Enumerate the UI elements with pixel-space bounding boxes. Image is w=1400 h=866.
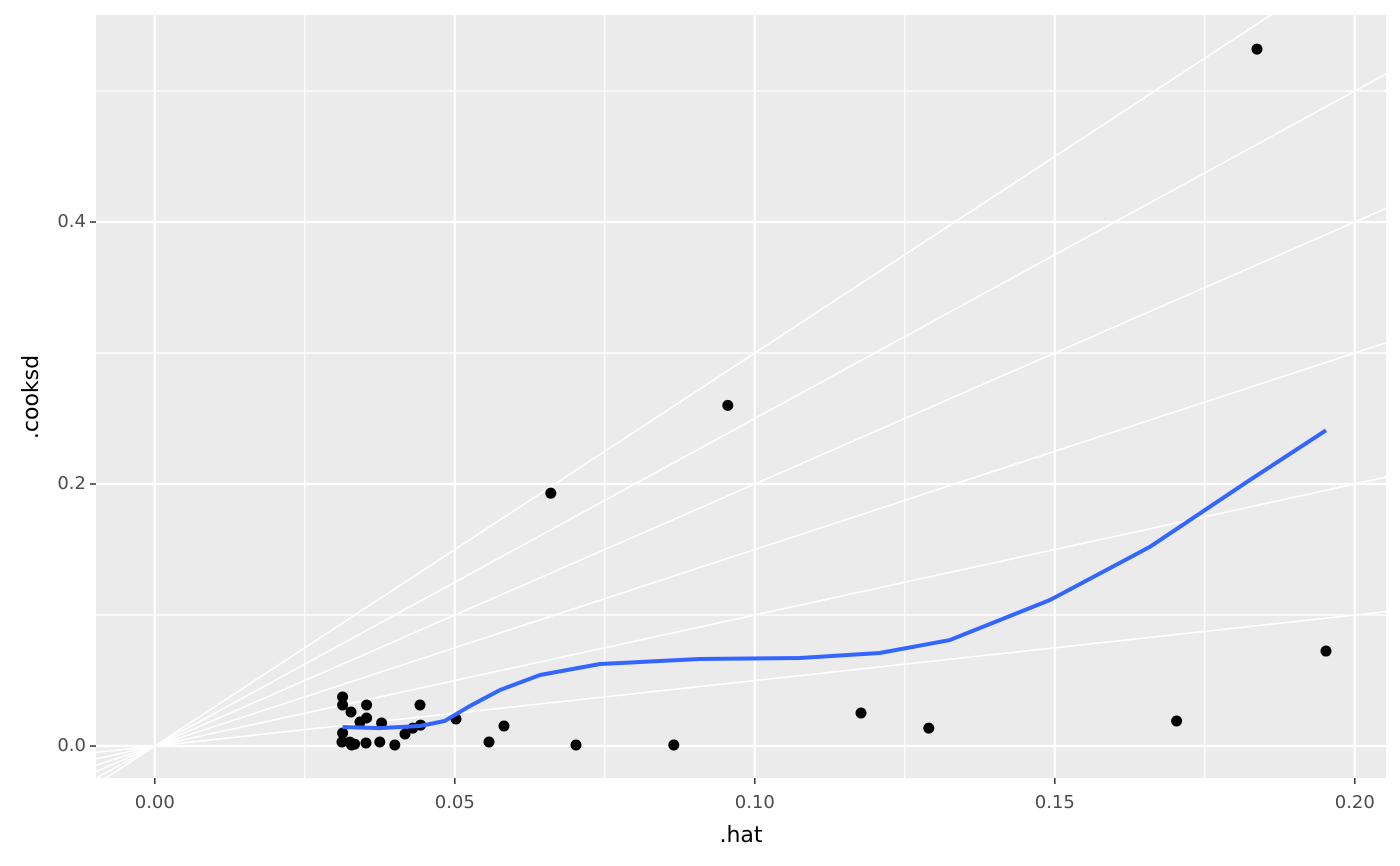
point <box>1251 43 1263 55</box>
point <box>1171 715 1183 727</box>
point <box>337 727 349 739</box>
point <box>374 736 386 748</box>
point <box>389 739 401 751</box>
point <box>337 699 349 711</box>
smooth-line <box>342 428 1328 731</box>
y-tick-label: 0.2 <box>57 473 86 494</box>
point <box>855 707 867 719</box>
y-axis-title: .cooksd <box>19 355 44 439</box>
point <box>570 739 582 751</box>
plot-panel <box>96 15 1386 778</box>
reference-line <box>96 207 1386 773</box>
reference-line <box>104 15 1273 778</box>
point <box>1320 645 1332 657</box>
point <box>337 691 349 703</box>
point <box>414 699 426 711</box>
point <box>399 728 411 740</box>
point <box>545 487 557 499</box>
x-tick-label: 0.00 <box>135 792 175 813</box>
reference-line <box>96 610 1386 754</box>
reference-line <box>96 342 1386 767</box>
x-tick-label: 0.20 <box>1335 792 1375 813</box>
point <box>668 739 680 751</box>
x-tick-label: 0.15 <box>1035 792 1075 813</box>
x-tick-label: 0.10 <box>735 792 775 813</box>
point <box>361 712 373 724</box>
point <box>336 736 348 748</box>
point <box>345 706 357 718</box>
point <box>376 717 388 729</box>
point <box>483 736 495 748</box>
marks-layer <box>336 43 1332 751</box>
reference-line <box>96 476 1386 760</box>
point <box>722 399 734 411</box>
grid-layer <box>96 15 1386 778</box>
point <box>349 738 361 750</box>
x-axis-title: .hat <box>719 823 762 848</box>
point <box>498 720 510 732</box>
point <box>923 722 935 734</box>
x-tick-label: 0.05 <box>435 792 475 813</box>
y-tick-label: 0.0 <box>57 735 86 756</box>
point <box>361 699 373 711</box>
reference-line <box>96 73 1386 778</box>
point <box>360 737 372 749</box>
y-tick-label: 0.4 <box>57 211 86 232</box>
